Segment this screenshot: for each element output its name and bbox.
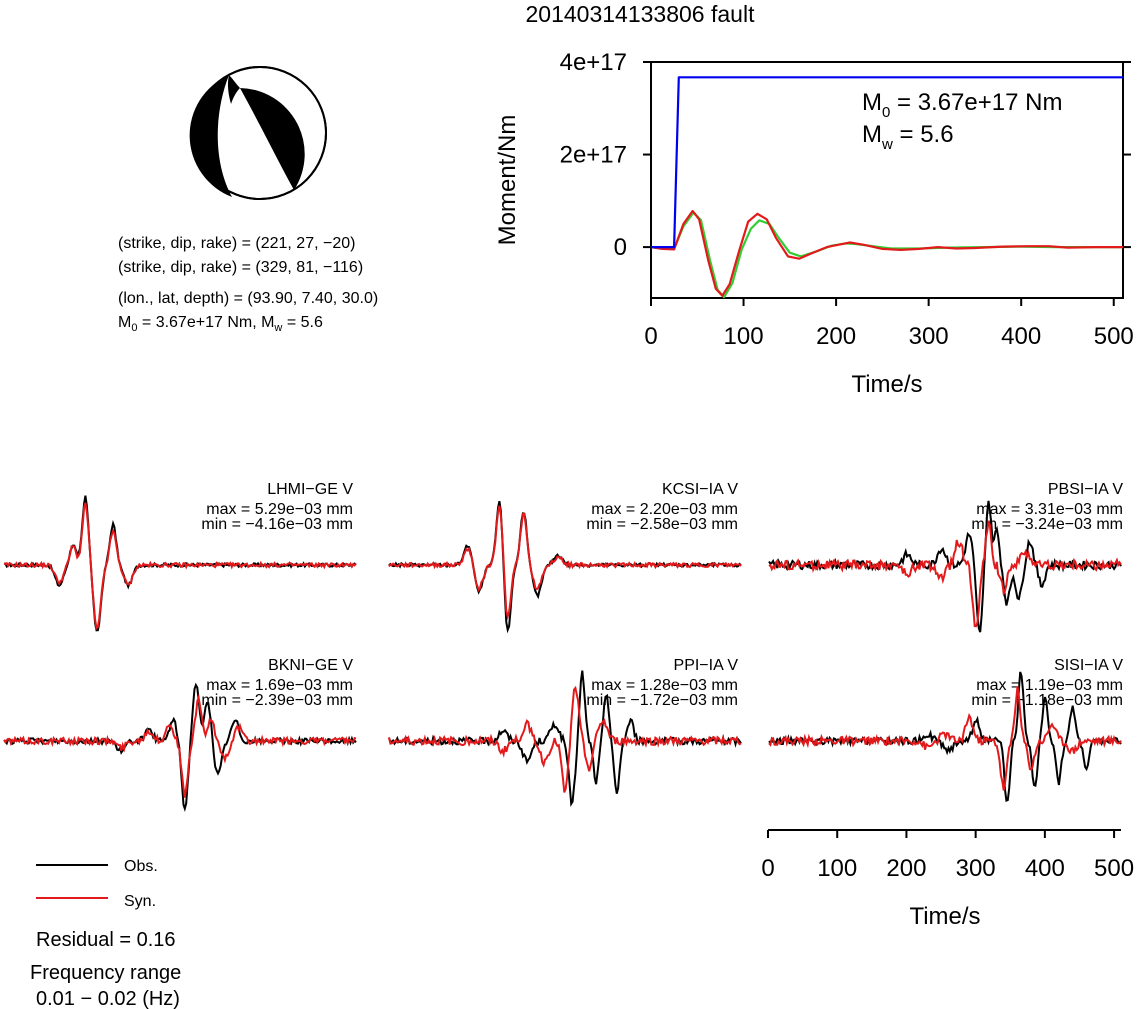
x-tick-label: 0 [761,855,774,882]
synthetic-trace [388,505,742,621]
moment-x-ticks: 0 100 200 300 400 500 [644,298,1134,350]
waveform-time-axis: 0 100 200 300 400 500 Time/s [761,829,1134,930]
moment-mw-annotation: Mw = 5.6 [862,121,954,153]
x-tick-label: 100 [724,323,764,350]
min-label: min = −1.72e−03 mm [586,692,738,709]
min-label: min = −3.24e−03 mm [971,516,1123,533]
frequency-range-value: 0.01 − 0.02 (Hz) [36,988,180,1009]
station-label: LHMI−GE V [267,481,353,498]
station-label: PBSI−IA V [1048,481,1123,498]
mechanism-info: (strike, dip, rake) = (221, 27, −20) (st… [118,235,378,334]
legend: Obs. Syn. [36,858,158,910]
moment-x-label: Time/s [851,371,922,398]
moment-series [650,76,1123,299]
synthetic-trace [768,519,1122,628]
x-tick-label: 400 [1025,855,1065,882]
x-tick-label: 400 [1001,323,1041,350]
m0-mw-line: M0 = 3.67e+17 Nm, Mw = 5.6 [118,314,323,334]
synthetic-trace [768,686,1122,791]
x-tick-label: 300 [909,323,949,350]
x-tick-label: 300 [956,855,996,882]
strike-dip-rake-1: (strike, dip, rake) = (221, 27, −20) [118,235,355,252]
synthetic-trace [3,502,357,631]
legend-obs-label: Obs. [124,858,158,875]
waveform-labels: LHMI−GE V max = 5.29e−03 mm min = −4.16e… [201,481,1123,709]
x-tick-label: 100 [817,855,857,882]
moment-rate-green-line [650,211,1123,299]
y-tick-label: 2e+17 [560,142,627,169]
moment-chart: 4e+17 2e+17 0 0 100 200 300 400 500 Moment/Nm T… [494,49,1134,398]
x-tick-label: 200 [886,855,926,882]
max-label: max = 1.19e−03 mm [976,677,1123,694]
min-label: min = −2.58e−03 mm [586,516,738,533]
moment-chart-frame [650,61,1124,299]
station-label: KCSI−IA V [662,481,738,498]
max-label: max = 3.31e−03 mm [976,501,1123,518]
x-tick-label: 200 [816,323,856,350]
waveform-x-ticks: 0 100 200 300 400 500 [761,830,1134,882]
frequency-range-label: Frequency range [30,962,181,984]
moment-m0-annotation: M0 = 3.67e+17 Nm [862,89,1062,121]
residual-label: Residual = 0.16 [36,929,176,951]
station-label: PPI−IA V [674,657,739,674]
figure-title: 20140314133806 fault [526,1,756,27]
moment-y-label: Moment/Nm [494,115,521,246]
moment-rate-red-line [650,209,1123,297]
synthetic-trace [388,685,742,793]
station-label: SISI−IA V [1054,657,1123,674]
y-tick-label: 0 [614,234,627,261]
waveform-x-label: Time/s [909,903,980,930]
x-tick-label: 500 [1094,323,1134,350]
x-tick-label: 0 [644,323,657,350]
max-label: max = 1.69e−03 mm [206,677,353,694]
trace-lines [3,495,1122,813]
max-label: max = 5.29e−03 mm [206,501,353,518]
max-label: max = 1.28e−03 mm [591,677,738,694]
x-tick-label: 500 [1094,855,1134,882]
y-tick-label: 4e+17 [560,49,627,76]
min-label: min = −2.39e−03 mm [201,692,353,709]
waveform-panels: LHMI−GE V max = 5.29e−03 mm min = −4.16e… [3,481,1123,813]
legend-syn-label: Syn. [124,893,156,910]
strike-dip-rake-2: (strike, dip, rake) = (329, 81, −116) [118,259,363,276]
synthetic-trace [3,693,357,798]
beachball-icon [189,66,327,200]
min-label: min = −1.18e−03 mm [971,692,1123,709]
moment-cumulative-line [651,76,1123,249]
min-label: min = −4.16e−03 mm [201,516,353,533]
station-label: BKNI−GE V [268,657,353,674]
max-label: max = 2.20e−03 mm [591,501,738,518]
lon-lat-depth: (lon., lat, depth) = (93.90, 7.40, 30.0) [118,290,378,307]
moment-y-ticks: 4e+17 2e+17 0 [560,49,1131,261]
